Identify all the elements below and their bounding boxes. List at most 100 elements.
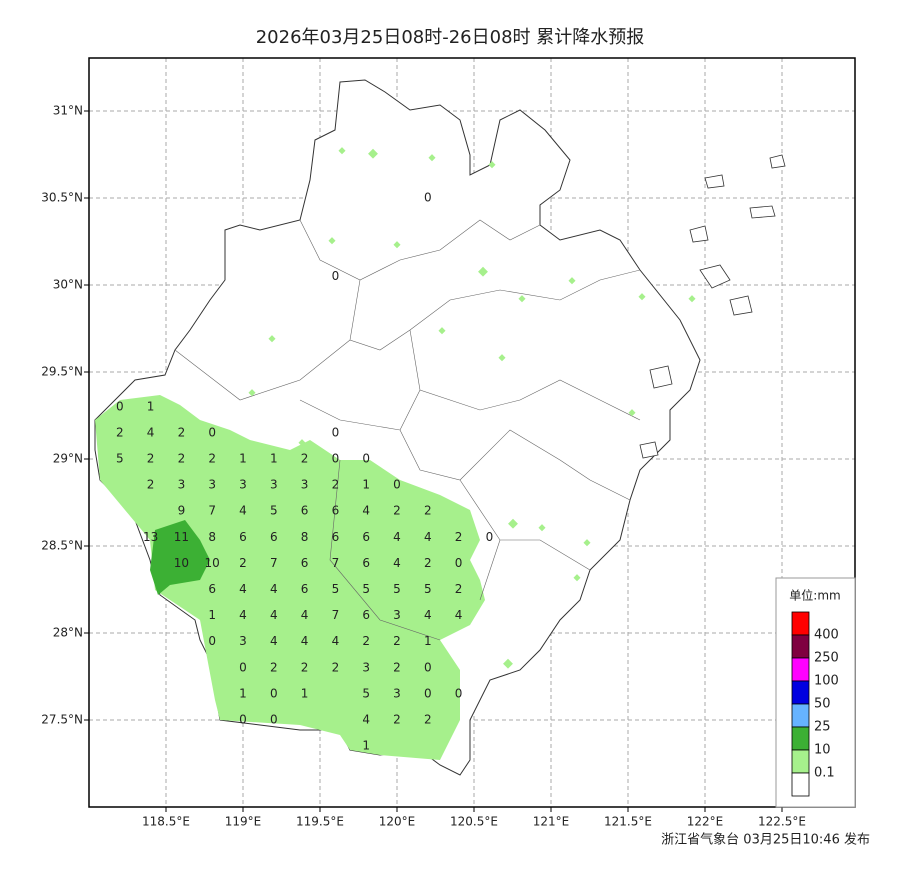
grid-value: 6 <box>208 582 216 596</box>
grid-value: 6 <box>301 556 309 570</box>
legend-label: 100 <box>814 674 839 689</box>
grid-value: 4 <box>424 530 432 544</box>
grid-value: 2 <box>301 452 309 466</box>
islands <box>639 154 786 459</box>
grid-value: 0 <box>239 713 247 727</box>
grid-value: 5 <box>393 582 401 596</box>
legend-label: 50 <box>814 697 831 712</box>
grid-value: 4 <box>301 608 309 622</box>
grid-value: 5 <box>362 686 370 700</box>
grid-value: 3 <box>239 634 247 648</box>
grid-value: 6 <box>332 504 340 518</box>
grid-value: 1 <box>239 686 247 700</box>
legend-label: 400 <box>814 628 839 643</box>
grid-value: 2 <box>239 556 247 570</box>
grid-value: 4 <box>332 634 340 648</box>
grid-value: 4 <box>362 713 370 727</box>
grid-value: 0 <box>208 425 216 439</box>
legend-swatch <box>791 657 810 682</box>
grid-value: 2 <box>424 713 432 727</box>
grid-value: 6 <box>362 556 370 570</box>
grid-value: 2 <box>455 582 463 596</box>
grid-value: 4 <box>424 608 432 622</box>
grid-value: 2 <box>332 660 340 674</box>
grid-value: 0 <box>208 634 216 648</box>
city-borders <box>174 219 641 641</box>
legend-label: 25 <box>814 720 831 735</box>
legend: 单位:mm 400 250 100 50 25 10 0.1 <box>775 577 856 808</box>
grid-value: 1 <box>301 686 309 700</box>
legend-swatch <box>791 749 810 774</box>
lon-tick-label: 122°E <box>687 815 724 829</box>
grid-value: 7 <box>208 504 216 518</box>
grid-value: 6 <box>270 530 278 544</box>
grid-value: 6 <box>239 530 247 544</box>
grid-value: 1 <box>362 478 370 492</box>
grid-value: 5 <box>116 452 124 466</box>
legend-swatch <box>791 703 810 728</box>
grid-value: 4 <box>239 608 247 622</box>
grid-value: 2 <box>393 713 401 727</box>
grid-value: 1 <box>424 634 432 648</box>
grid-value: 2 <box>147 452 155 466</box>
lat-tick-label: 29.5°N <box>41 365 83 379</box>
lon-tick-label: 122.5°E <box>758 815 806 829</box>
grid-value: 2 <box>424 556 432 570</box>
grid-value: 4 <box>239 582 247 596</box>
grid-value: 4 <box>270 582 278 596</box>
lon-tick-label: 120.5°E <box>450 815 498 829</box>
grid-value: 0 <box>270 713 278 727</box>
grid-value: 1 <box>208 608 216 622</box>
grid-value: 2 <box>393 634 401 648</box>
lon-tick-label: 119°E <box>225 815 262 829</box>
grid-value: 2 <box>116 425 124 439</box>
grid-value: 1 <box>270 452 278 466</box>
grid-value: 0 <box>270 686 278 700</box>
grid-value: 13 <box>143 530 158 544</box>
legend-box <box>775 577 856 808</box>
legend-label: 0.1 <box>814 766 835 781</box>
grid-value: 9 <box>178 504 186 518</box>
lat-tick-label: 29°N <box>53 452 83 466</box>
grid-value: 10 <box>205 556 220 570</box>
grid-value: 4 <box>362 504 370 518</box>
grid-value: 3 <box>270 478 278 492</box>
grid-value: 3 <box>239 478 247 492</box>
lon-tick-label: 119.5°E <box>296 815 344 829</box>
grid-value: 2 <box>178 425 186 439</box>
grid-value: 7 <box>332 556 340 570</box>
grid-value: 2 <box>424 504 432 518</box>
scatter-specks <box>248 147 696 669</box>
grid-value: 2 <box>301 660 309 674</box>
grid-value: 1 <box>239 452 247 466</box>
grid-value: 0 <box>332 425 340 439</box>
grid-value: 0 <box>116 399 124 413</box>
grid-value: 3 <box>362 660 370 674</box>
grid-value: 3 <box>393 686 401 700</box>
grid-value: 4 <box>393 556 401 570</box>
grid-value: 0 <box>424 686 432 700</box>
grid-value: 2 <box>178 452 186 466</box>
grid-value: 4 <box>270 634 278 648</box>
grid-value: 10 <box>174 556 189 570</box>
grid-value: 6 <box>301 582 309 596</box>
grid-value: 8 <box>208 530 216 544</box>
lat-tick-label: 27.5°N <box>41 713 83 727</box>
grid-value: 5 <box>424 582 432 596</box>
lat-tick-label: 28°N <box>53 626 83 640</box>
map-title: 2026年03月25日08时-26日08时 累计降水预报 <box>256 27 645 48</box>
map-frame <box>88 57 856 808</box>
grid-value: 0 <box>239 660 247 674</box>
footer: 浙江省气象台 03月25日10:46 发布 <box>661 832 870 848</box>
grid-value: 0 <box>393 478 401 492</box>
grid-value: 2 <box>332 478 340 492</box>
grid-value: 3 <box>178 478 186 492</box>
lon-tick-label: 121.5°E <box>604 815 652 829</box>
lon-tick-label: 120°E <box>379 815 416 829</box>
legend-swatch <box>791 634 810 659</box>
grid-value: 2 <box>455 530 463 544</box>
grid-value: 7 <box>270 556 278 570</box>
grid-value: 0 <box>455 556 463 570</box>
lon-tick-label: 118.5°E <box>142 815 190 829</box>
grid-value: 4 <box>301 634 309 648</box>
